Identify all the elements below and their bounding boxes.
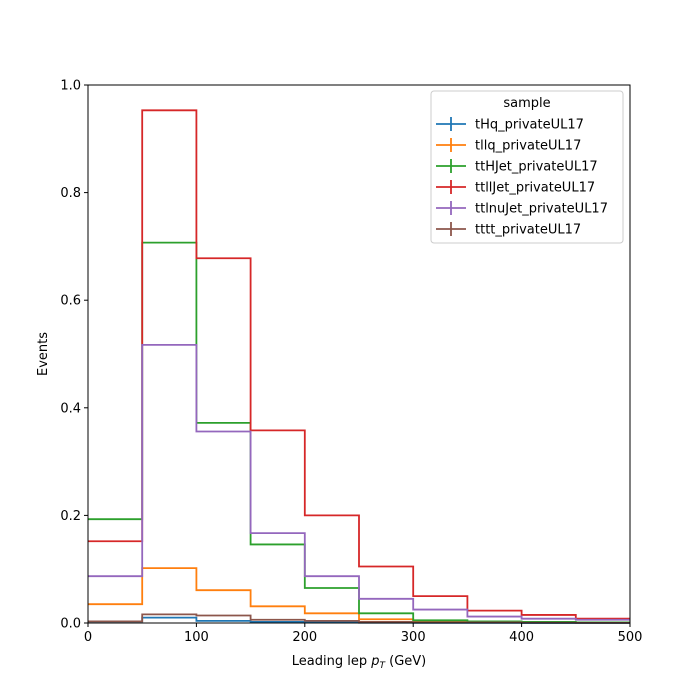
legend-label: tllq_privateUL17 [475,139,581,154]
y-tick-label: 0.6 [60,294,81,309]
legend-entries: tHq_privateUL17 tllq_privateUL17 ttHJet_pr… [436,117,608,238]
series-line-3 [88,109,630,620]
legend-entry: tttt_privateUL17 [436,222,581,238]
y-tick-label: 0.8 [60,186,81,201]
y-tick-label: 0.0 [60,617,81,632]
legend-label: ttHJet_privateUL17 [475,160,598,175]
legend-label: tttt_privateUL17 [475,223,581,238]
legend-label: tHq_privateUL17 [475,118,584,133]
legend-label: ttlnuJet_privateUL17 [475,202,608,217]
legend-title: sample [503,96,550,111]
x-axis-label: Leading lep pT (GeV) [292,654,426,671]
legend: sample tHq_privateUL17 tllq_privateUL17tt… [430,90,624,244]
legend-entry: ttllJet_privateUL17 [436,180,595,196]
legend-entry: tHq_privateUL17 [436,117,584,133]
legend-entry: tllq_privateUL17 [436,138,581,154]
y-tick-label: 0.4 [60,401,81,416]
y-tick-label: 1.0 [60,79,81,94]
series-layer [88,109,630,624]
x-tick-label: 400 [509,630,534,645]
legend-entry: ttHJet_privateUL17 [436,159,598,175]
x-axis-label-subscript: T [379,661,386,671]
legend-entry: ttlnuJet_privateUL17 [436,201,608,217]
x-tick-label: 200 [292,630,317,645]
x-tick-label: 300 [401,630,426,645]
x-axis-label-symbol: p [370,654,379,669]
legend-box [430,90,624,244]
legend-label: ttllJet_privateUL17 [475,181,595,196]
x-tick-label: 100 [184,630,209,645]
x-tick-label: 0 [84,630,92,645]
y-axis-label: Events [36,332,51,376]
x-tick-label: 500 [618,630,643,645]
x-axis: 0 100 200 300 400 500 [84,623,643,645]
y-axis: 0.0 0.2 0.4 0.6 0.8 1.0 [60,79,88,632]
series-line-4 [88,343,630,621]
x-axis-label-unit: (GeV) [385,654,426,669]
x-axis-label-prefix: Leading lep [292,654,371,669]
y-tick-label: 0.2 [60,509,81,524]
plot-frame [87,84,631,624]
